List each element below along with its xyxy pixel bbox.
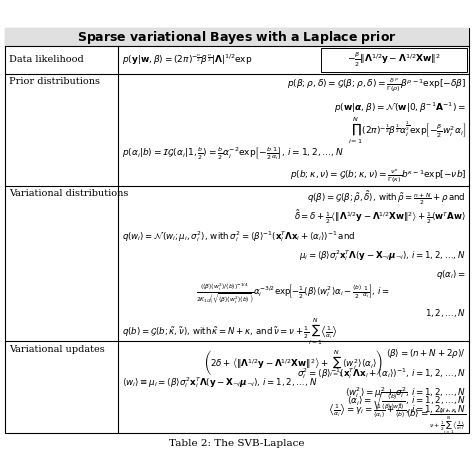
Text: $q(\beta)=\mathcal{G}(\beta;\tilde{\rho},\tilde{\delta}),\,\mathrm{with}\,\tilde: $q(\beta)=\mathcal{G}(\beta;\tilde{\rho}… bbox=[307, 189, 466, 207]
Text: Table 2: The SVB-Laplace: Table 2: The SVB-Laplace bbox=[169, 439, 305, 448]
Text: $p(\mathbf{w}|\boldsymbol{\alpha},\beta)=\mathcal{N}(\mathbf{w}|0,\beta^{-1}\mat: $p(\mathbf{w}|\boldsymbol{\alpha},\beta)… bbox=[334, 101, 466, 115]
Text: $\frac{(\langle\beta\rangle\langle w_i^2\rangle/\langle b\rangle)^{-1/4}}{2K_{1/: $\frac{(\langle\beta\rangle\langle w_i^2… bbox=[196, 281, 391, 306]
Text: $\mu_i=\langle\beta\rangle\sigma_i^2\mathbf{x}_i^T\mathbf{\Lambda}(\mathbf{y}-\m: $\mu_i=\langle\beta\rangle\sigma_i^2\mat… bbox=[300, 248, 466, 263]
Text: $p(b;\kappa,\nu)=\mathcal{G}(b;\kappa,\nu)=\frac{\nu^\kappa}{\Gamma(\kappa)}b^{\: $p(b;\kappa,\nu)=\mathcal{G}(b;\kappa,\n… bbox=[290, 167, 466, 185]
Text: $-\frac{\beta}{2}\|\mathbf{\Lambda}^{1/2}\mathbf{y}-\mathbf{\Lambda}^{1/2}\mathb: $-\frac{\beta}{2}\|\mathbf{\Lambda}^{1/2… bbox=[347, 51, 441, 69]
Text: $q(b)=\mathcal{G}(b;\tilde{\kappa},\tilde{\nu}),\,\mathrm{with}\,\tilde{\kappa}=: $q(b)=\mathcal{G}(b;\tilde{\kappa},\tild… bbox=[122, 317, 337, 347]
Text: $q(\alpha_i)=$: $q(\alpha_i)=$ bbox=[436, 268, 466, 281]
Text: $\tilde{\delta}=\delta+\frac{1}{2}\left\langle\|\mathbf{\Lambda}^{1/2}\mathbf{y}: $\tilde{\delta}=\delta+\frac{1}{2}\left\… bbox=[294, 208, 466, 226]
Text: $1,2,\ldots,N$: $1,2,\ldots,N$ bbox=[425, 307, 466, 319]
Text: $\langle b\rangle=\frac{N+\kappa}{\nu+\frac{1}{2}\sum_{i=1}^{N}\left\langle\frac: $\langle b\rangle=\frac{N+\kappa}{\nu+\f… bbox=[406, 406, 466, 436]
Text: $p(\alpha_i|b)=\mathcal{IG}(\alpha_i|1,\frac{b}{2})=\frac{b}{2}\alpha_i^{-2}\mat: $p(\alpha_i|b)=\mathcal{IG}(\alpha_i|1,\… bbox=[122, 145, 344, 162]
Text: $\langle w_i\rangle\equiv\mu_i=\langle\beta\rangle\sigma_i^2\mathbf{x}_i^T\mathb: $\langle w_i\rangle\equiv\mu_i=\langle\b… bbox=[122, 375, 317, 390]
Bar bbox=[321, 48, 467, 72]
Text: $\langle\alpha_i\rangle=\sqrt{\frac{\langle b\rangle}{\langle\beta\rangle\langle: $\langle\alpha_i\rangle=\sqrt{\frac{\lan… bbox=[347, 391, 466, 413]
Text: $p(\mathbf{y}|\mathbf{w},\beta)=(2\pi)^{-\frac{n}{2}}\beta^{\frac{n}{2}}|\mathbf: $p(\mathbf{y}|\mathbf{w},\beta)=(2\pi)^{… bbox=[122, 53, 252, 67]
Text: $\prod_{i=1}^{N}(2\pi)^{-\frac{1}{2}}\beta^{\frac{1}{2}}\alpha_i^{\frac{1}{2}}\m: $\prod_{i=1}^{N}(2\pi)^{-\frac{1}{2}}\be… bbox=[348, 116, 466, 145]
Text: Prior distributions: Prior distributions bbox=[9, 77, 100, 87]
Text: Data likelihood: Data likelihood bbox=[9, 56, 84, 64]
Text: Variational distributions: Variational distributions bbox=[9, 189, 128, 198]
Text: $\left\langle\frac{1}{\alpha_i}\right\rangle=\gamma_i=\frac{1}{\langle\alpha_i\r: $\left\langle\frac{1}{\alpha_i}\right\ra… bbox=[328, 403, 466, 420]
Text: $\mathbf{Sparse\ variational\ Bayes\ with\ a\ Laplace\ prior}$: $\mathbf{Sparse\ variational\ Bayes\ wit… bbox=[77, 29, 397, 45]
Text: $\langle\beta\rangle=(n+N+2\rho)/$: $\langle\beta\rangle=(n+N+2\rho)/$ bbox=[386, 347, 466, 361]
Bar bbox=[5, 28, 469, 433]
Text: $q(w_i)=\mathcal{N}(w_i;\mu_i,\sigma_i^2),\,\mathrm{with}\,\sigma_i^2=\langle\be: $q(w_i)=\mathcal{N}(w_i;\mu_i,\sigma_i^2… bbox=[122, 229, 355, 244]
Text: $\langle w_i^2\rangle=\mu_i^2+\sigma_i^2,\,i=1,2,\ldots,N$: $\langle w_i^2\rangle=\mu_i^2+\sigma_i^2… bbox=[345, 385, 466, 400]
Text: $p(\beta;\rho,\delta)=\mathcal{G}(\beta;\rho,\delta)=\frac{\delta^\rho}{\Gamma(\: $p(\beta;\rho,\delta)=\mathcal{G}(\beta;… bbox=[287, 77, 466, 94]
Text: $\sigma_i^2=\langle\beta\rangle^{-1}(\mathbf{x}_i^T\mathbf{\Lambda}\mathbf{x}_i+: $\sigma_i^2=\langle\beta\rangle^{-1}(\ma… bbox=[297, 366, 466, 381]
Text: $\left(2\delta+\left\langle\|\mathbf{\Lambda}^{1/2}\mathbf{y}-\mathbf{\Lambda}^{: $\left(2\delta+\left\langle\|\mathbf{\La… bbox=[204, 348, 383, 379]
Bar bbox=[5, 28, 469, 46]
Text: Variational updates: Variational updates bbox=[9, 344, 105, 353]
